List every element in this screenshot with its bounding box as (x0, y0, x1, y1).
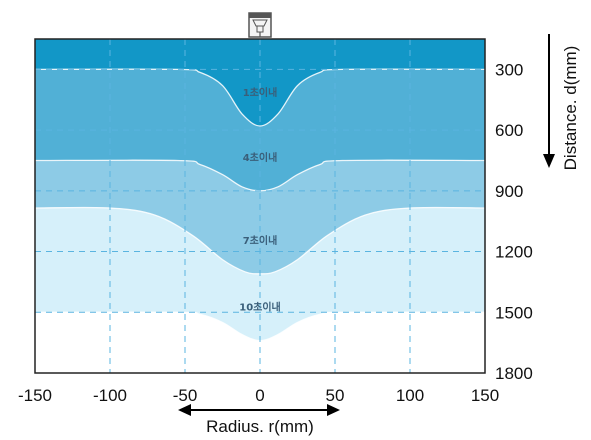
zone-band-1 (35, 39, 485, 126)
x-tick-label: -100 (93, 386, 127, 405)
grid-lines (35, 39, 485, 373)
x-tick-label: 50 (326, 386, 345, 405)
zone-label-4: 10초이내 (239, 301, 281, 314)
x-tick-label: -150 (18, 386, 52, 405)
y-tick-labels: 300 600 900 1200 1500 1800 (495, 60, 533, 383)
x-tick-label: 0 (255, 386, 264, 405)
x-axis-label: Radius. r(mm) (206, 417, 314, 436)
y-tick-label: 1800 (495, 364, 533, 383)
y-tick-label: 900 (495, 182, 523, 201)
x-tick-labels: -150 -100 -50 0 50 100 150 (18, 386, 499, 405)
x-tick-label: 150 (471, 386, 499, 405)
zone-label-3: 7초이내 (243, 234, 278, 247)
y-axis-label: Distance. d(mm) (561, 46, 580, 171)
zone-label-2: 4초이내 (243, 151, 278, 164)
x-tick-label: 100 (396, 386, 424, 405)
plot-frame (34, 38, 486, 374)
x-tick-label: -50 (173, 386, 198, 405)
sensor-icon (248, 12, 272, 38)
y-tick-label: 600 (495, 121, 523, 140)
y-tick-label: 1500 (495, 303, 533, 322)
zone-labels: 1초이내 4초이내 7초이내 10초이내 (239, 86, 281, 314)
x-axis-arrow (178, 404, 340, 416)
y-tick-label: 300 (495, 60, 523, 79)
y-axis-arrow (543, 34, 555, 168)
zone-label-1: 1초이내 (243, 86, 278, 99)
y-tick-label: 1200 (495, 243, 533, 262)
